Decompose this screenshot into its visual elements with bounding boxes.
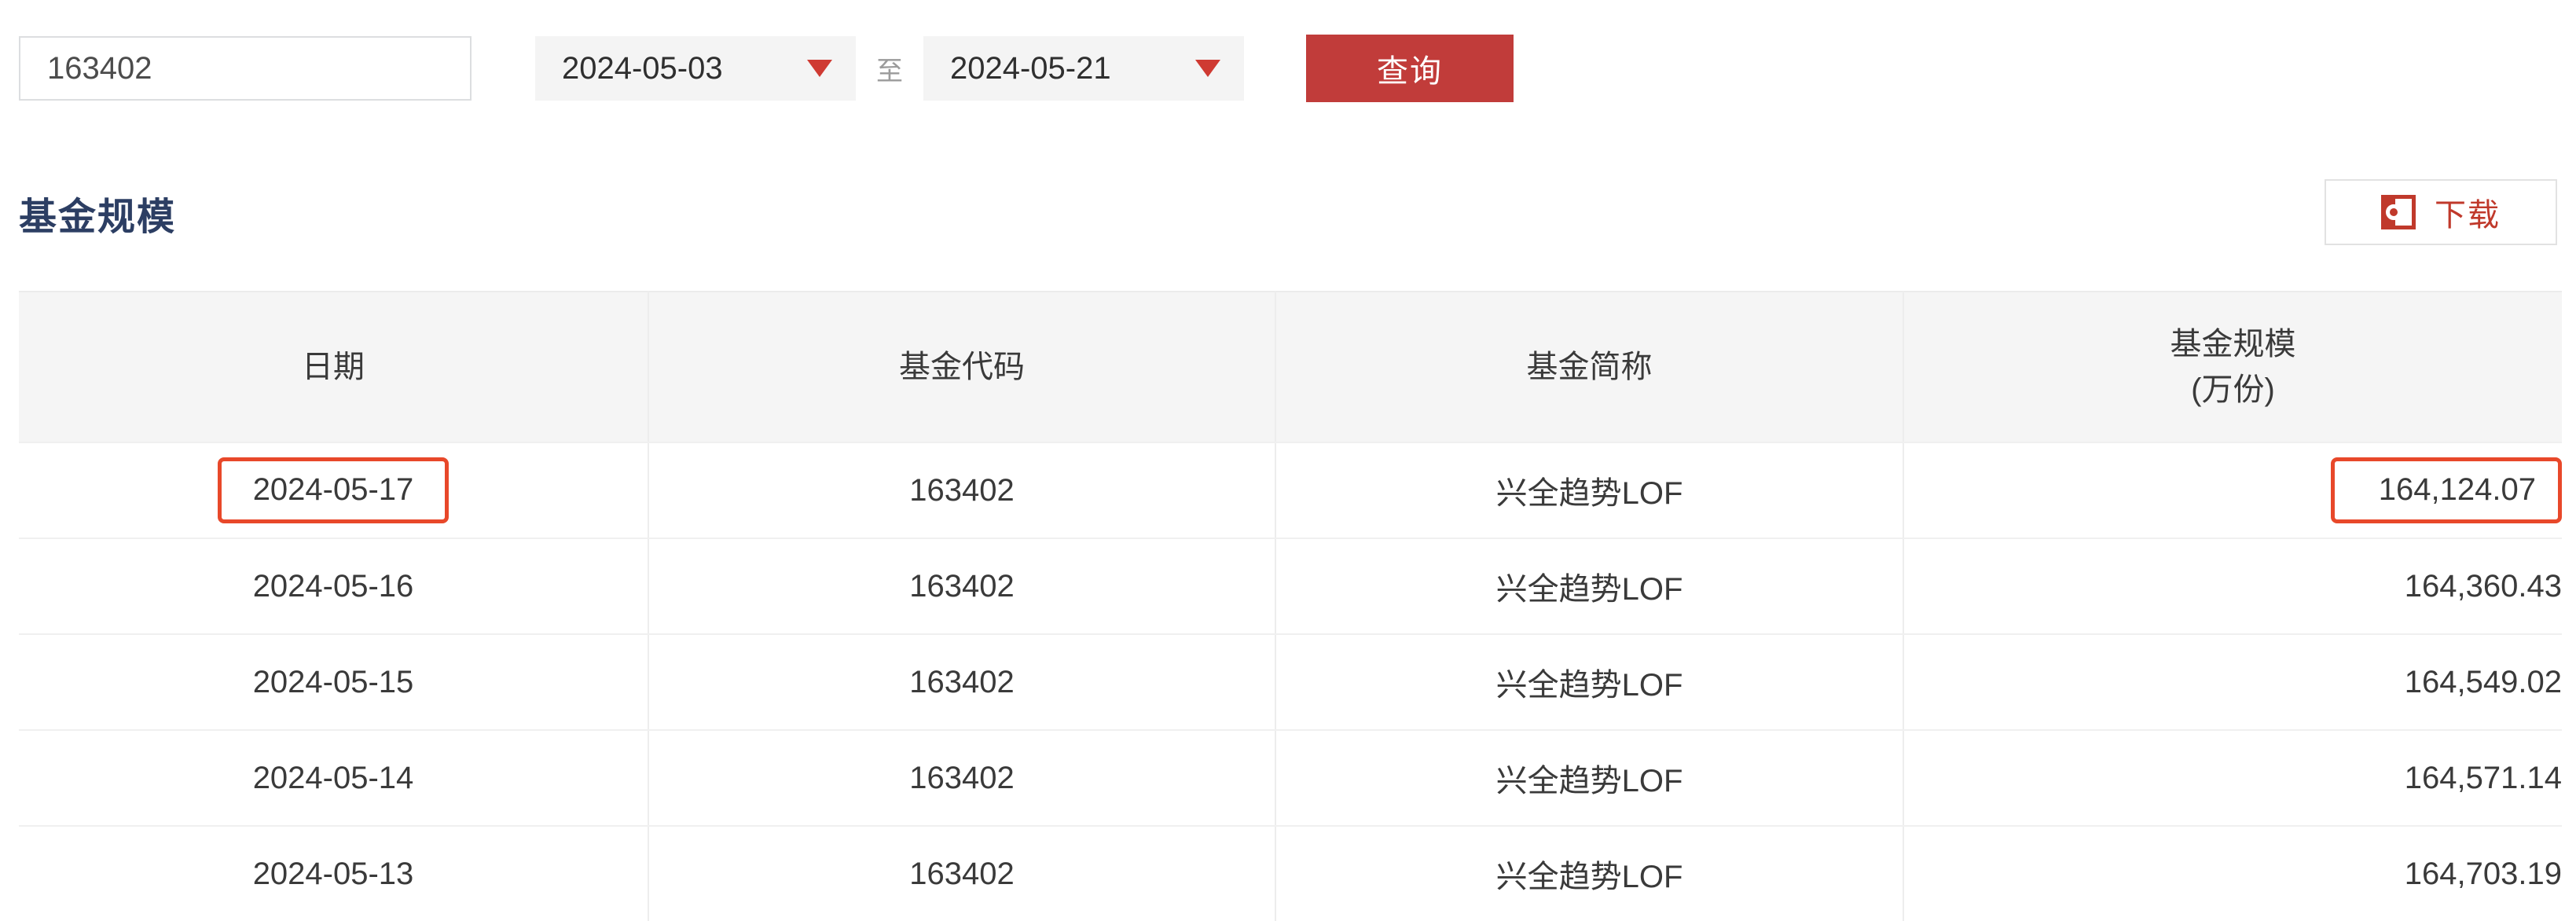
cell-fund-scale: 164,124.07 bbox=[1903, 442, 2562, 539]
table-row[interactable]: 2024-05-16 163402 兴全趋势LOF 164,360.43 bbox=[19, 538, 2562, 635]
table-row[interactable]: 2024-05-14 163402 兴全趋势LOF 164,571.14 bbox=[19, 730, 2562, 827]
cell-date: 2024-05-15 bbox=[19, 634, 649, 731]
cell-fund-code: 163402 bbox=[648, 730, 1276, 827]
highlight-annotation-box: 2024-05-17 bbox=[217, 457, 450, 523]
powerpoint-file-icon bbox=[2381, 195, 2416, 229]
cell-fund-code: 163402 bbox=[648, 538, 1276, 635]
cell-fund-scale: 164,549.02 bbox=[1903, 634, 2562, 731]
cell-date: 2024-05-16 bbox=[19, 538, 649, 635]
fund-code-input[interactable] bbox=[19, 36, 472, 101]
fund-scale-table: 日期 基金代码 基金简称 基金规模 (万份) 2024-05-17 163402 兴… bbox=[19, 291, 2562, 921]
highlight-annotation-box: 164,124.07 bbox=[2330, 457, 2562, 523]
cell-date: 2024-05-17 bbox=[19, 442, 649, 539]
query-toolbar: 2024-05-03 至 2024-05-21 查询 bbox=[19, 35, 1514, 102]
table-row[interactable]: 2024-05-17 163402 兴全趋势LOF 164,124.07 bbox=[19, 442, 2562, 539]
page-title: 基金规模 bbox=[19, 196, 177, 238]
cell-fund-scale: 164,571.14 bbox=[1903, 730, 2562, 827]
column-header-fund-scale-line2: (万份) bbox=[2191, 372, 2275, 407]
column-header-fund-scale-line1: 基金规模 bbox=[2170, 327, 2296, 361]
section-header: 基金规模 下载 bbox=[19, 179, 2557, 255]
query-button[interactable]: 查询 bbox=[1306, 35, 1514, 102]
chevron-down-icon bbox=[1195, 60, 1220, 77]
cell-fund-scale: 164,703.19 bbox=[1903, 826, 2562, 921]
cell-fund-code: 163402 bbox=[648, 442, 1276, 539]
table-row[interactable]: 2024-05-13 163402 兴全趋势LOF 164,703.19 bbox=[19, 826, 2562, 921]
start-date-value: 2024-05-03 bbox=[562, 50, 723, 86]
table-body: 2024-05-17 163402 兴全趋势LOF 164,124.07 2024-05… bbox=[19, 442, 2562, 921]
start-date-select[interactable]: 2024-05-03 bbox=[535, 36, 856, 101]
column-header-fund-code[interactable]: 基金代码 bbox=[648, 291, 1276, 443]
cell-fund-name: 兴全趋势LOF bbox=[1275, 730, 1904, 827]
cell-date: 2024-05-14 bbox=[19, 730, 649, 827]
cell-fund-scale: 164,360.43 bbox=[1903, 538, 2562, 635]
column-header-fund-name[interactable]: 基金简称 bbox=[1275, 291, 1904, 443]
end-date-select[interactable]: 2024-05-21 bbox=[923, 36, 1244, 101]
cell-fund-name: 兴全趋势LOF bbox=[1275, 826, 1904, 921]
cell-fund-name: 兴全趋势LOF bbox=[1275, 634, 1904, 731]
cell-fund-name: 兴全趋势LOF bbox=[1275, 538, 1904, 635]
table-header: 日期 基金代码 基金简称 基金规模 (万份) bbox=[19, 291, 2562, 443]
cell-date: 2024-05-13 bbox=[19, 826, 649, 921]
cell-fund-code: 163402 bbox=[648, 826, 1276, 921]
cell-fund-name: 兴全趋势LOF bbox=[1275, 442, 1904, 539]
end-date-value: 2024-05-21 bbox=[950, 50, 1111, 86]
download-button[interactable]: 下载 bbox=[2325, 179, 2557, 245]
chevron-down-icon bbox=[807, 60, 832, 77]
table-header-row: 日期 基金代码 基金简称 基金规模 (万份) bbox=[19, 291, 2562, 443]
date-range-separator-label: 至 bbox=[876, 56, 903, 86]
table-row[interactable]: 2024-05-15 163402 兴全趋势LOF 164,549.02 bbox=[19, 634, 2562, 731]
download-button-label: 下载 bbox=[2435, 198, 2501, 233]
column-header-date[interactable]: 日期 bbox=[19, 291, 649, 443]
column-header-fund-scale[interactable]: 基金规模 (万份) bbox=[1903, 291, 2562, 443]
cell-fund-code: 163402 bbox=[648, 634, 1276, 731]
